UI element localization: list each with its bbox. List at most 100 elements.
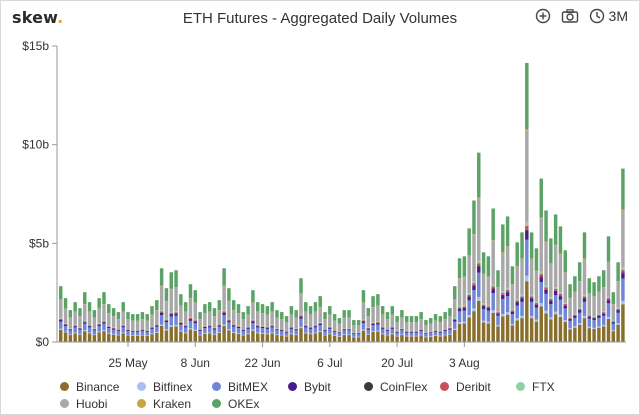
bar-deribit-34[interactable] — [222, 311, 226, 313]
bar-okex-18[interactable] — [145, 314, 149, 321]
bar-ftx-20[interactable] — [155, 323, 159, 325]
bar-ftx-99[interactable] — [534, 301, 539, 304]
bar-deribit-40[interactable] — [251, 320, 255, 322]
bar-deribit-97[interactable] — [525, 225, 529, 231]
bar-bitfinex-55[interactable] — [323, 334, 327, 336]
bar-okex-86[interactable] — [472, 200, 476, 235]
bar-huobi-105[interactable] — [563, 272, 567, 303]
bar-bitmex-51[interactable] — [304, 327, 308, 333]
bar-kraken-101[interactable] — [544, 241, 548, 243]
bar-huobi-80[interactable] — [443, 319, 447, 330]
bar-deribit-113[interactable] — [601, 312, 606, 314]
bar-ftx-108[interactable] — [577, 307, 582, 309]
bar-deribit-64[interactable] — [366, 327, 370, 329]
bar-bybit-92[interactable] — [501, 295, 505, 299]
bar-okex-34[interactable] — [222, 268, 226, 286]
bar-ftx-23[interactable] — [169, 311, 173, 313]
bar-bitfinex-44[interactable] — [270, 332, 274, 334]
bar-binance-24[interactable] — [174, 326, 178, 342]
bar-bybit-95[interactable] — [515, 302, 519, 306]
bar-bitmex-34[interactable] — [222, 314, 226, 325]
bar-deribit-31[interactable] — [207, 325, 212, 327]
bar-okex-53[interactable] — [313, 302, 318, 312]
bar-huobi-95[interactable] — [515, 266, 519, 300]
bar-bitfinex-56[interactable] — [328, 333, 332, 335]
bar-bybit-104[interactable] — [558, 296, 563, 300]
bar-okex-83[interactable] — [457, 258, 462, 279]
bar-bybit-84[interactable] — [462, 308, 467, 311]
bar-binance-92[interactable] — [501, 316, 505, 342]
bar-coinflex-92[interactable] — [501, 294, 505, 296]
bar-deribit-54[interactable] — [318, 322, 322, 324]
bar-binance-114[interactable] — [606, 318, 611, 342]
bar-deribit-86[interactable] — [472, 283, 476, 286]
bar-kraken-97[interactable] — [525, 129, 529, 131]
bar-bybit-30[interactable] — [203, 327, 207, 329]
bar-binance-97[interactable] — [525, 281, 529, 342]
bar-ftx-19[interactable] — [150, 326, 154, 328]
bar-huobi-27[interactable] — [188, 298, 193, 318]
bar-bitmex-76[interactable] — [424, 333, 428, 337]
bar-bitmex-99[interactable] — [534, 307, 539, 320]
bar-binance-19[interactable] — [150, 334, 154, 342]
bar-deribit-114[interactable] — [606, 298, 611, 300]
bar-huobi-93[interactable] — [505, 246, 510, 288]
bar-bitfinex-84[interactable] — [462, 321, 467, 324]
bar-bybit-112[interactable] — [597, 315, 601, 318]
bar-bitmex-107[interactable] — [573, 317, 577, 327]
bar-bitmex-44[interactable] — [270, 327, 274, 333]
bar-bitfinex-19[interactable] — [150, 333, 154, 335]
bar-okex-39[interactable] — [246, 306, 250, 315]
bar-deribit-26[interactable] — [183, 325, 188, 327]
bar-binance-41[interactable] — [256, 333, 260, 342]
bar-bybit-16[interactable] — [135, 330, 140, 332]
bar-binance-23[interactable] — [169, 326, 173, 342]
bar-huobi-8[interactable] — [97, 308, 101, 324]
legend-item-okex[interactable]: OKEx — [212, 396, 288, 411]
bar-okex-0[interactable] — [59, 286, 63, 300]
bar-binance-108[interactable] — [577, 324, 582, 342]
bar-coinflex-97[interactable] — [525, 230, 529, 232]
bar-huobi-23[interactable] — [169, 289, 173, 312]
bar-bybit-106[interactable] — [568, 319, 572, 321]
bar-okex-91[interactable] — [496, 270, 500, 288]
bar-okex-76[interactable] — [424, 320, 428, 326]
bar-bitmex-72[interactable] — [404, 332, 409, 336]
bar-bybit-99[interactable] — [534, 304, 539, 308]
bar-bitfinex-36[interactable] — [231, 332, 236, 333]
bar-ftx-89[interactable] — [486, 305, 491, 307]
bar-bitfinex-47[interactable] — [284, 335, 289, 337]
bar-bybit-67[interactable] — [380, 327, 385, 329]
bar-okex-58[interactable] — [337, 318, 342, 324]
bar-bitfinex-94[interactable] — [510, 324, 515, 326]
bar-bitfinex-26[interactable] — [183, 332, 188, 334]
bar-deribit-116[interactable] — [616, 308, 620, 311]
bar-ftx-115[interactable] — [611, 320, 616, 322]
bar-bitmex-73[interactable] — [409, 332, 414, 336]
bar-bitfinex-59[interactable] — [342, 334, 346, 336]
bar-ftx-95[interactable] — [515, 299, 519, 301]
bar-ftx-53[interactable] — [313, 324, 318, 326]
bar-ftx-98[interactable] — [529, 294, 534, 297]
bar-binance-32[interactable] — [212, 334, 217, 342]
bar-binance-113[interactable] — [601, 326, 606, 342]
bar-okex-40[interactable] — [251, 290, 255, 303]
bar-ftx-69[interactable] — [390, 326, 395, 328]
bar-binance-49[interactable] — [294, 335, 298, 342]
bar-okex-52[interactable] — [308, 306, 313, 315]
bar-huobi-91[interactable] — [496, 287, 500, 312]
bar-deribit-27[interactable] — [188, 317, 193, 319]
bar-deribit-8[interactable] — [97, 323, 101, 325]
bar-binance-45[interactable] — [275, 335, 279, 342]
bar-binance-48[interactable] — [289, 334, 294, 342]
bar-bitfinex-87[interactable] — [477, 297, 481, 301]
bar-binance-27[interactable] — [188, 329, 193, 342]
bar-bybit-115[interactable] — [611, 322, 616, 324]
bar-bybit-56[interactable] — [328, 327, 332, 329]
time-range-button[interactable]: 3M — [589, 8, 628, 24]
bar-bitfinex-30[interactable] — [203, 333, 207, 334]
bar-bitmex-24[interactable] — [174, 315, 178, 325]
bar-bitfinex-112[interactable] — [597, 326, 601, 328]
bar-bybit-72[interactable] — [404, 331, 409, 333]
bar-ftx-101[interactable] — [544, 285, 548, 288]
